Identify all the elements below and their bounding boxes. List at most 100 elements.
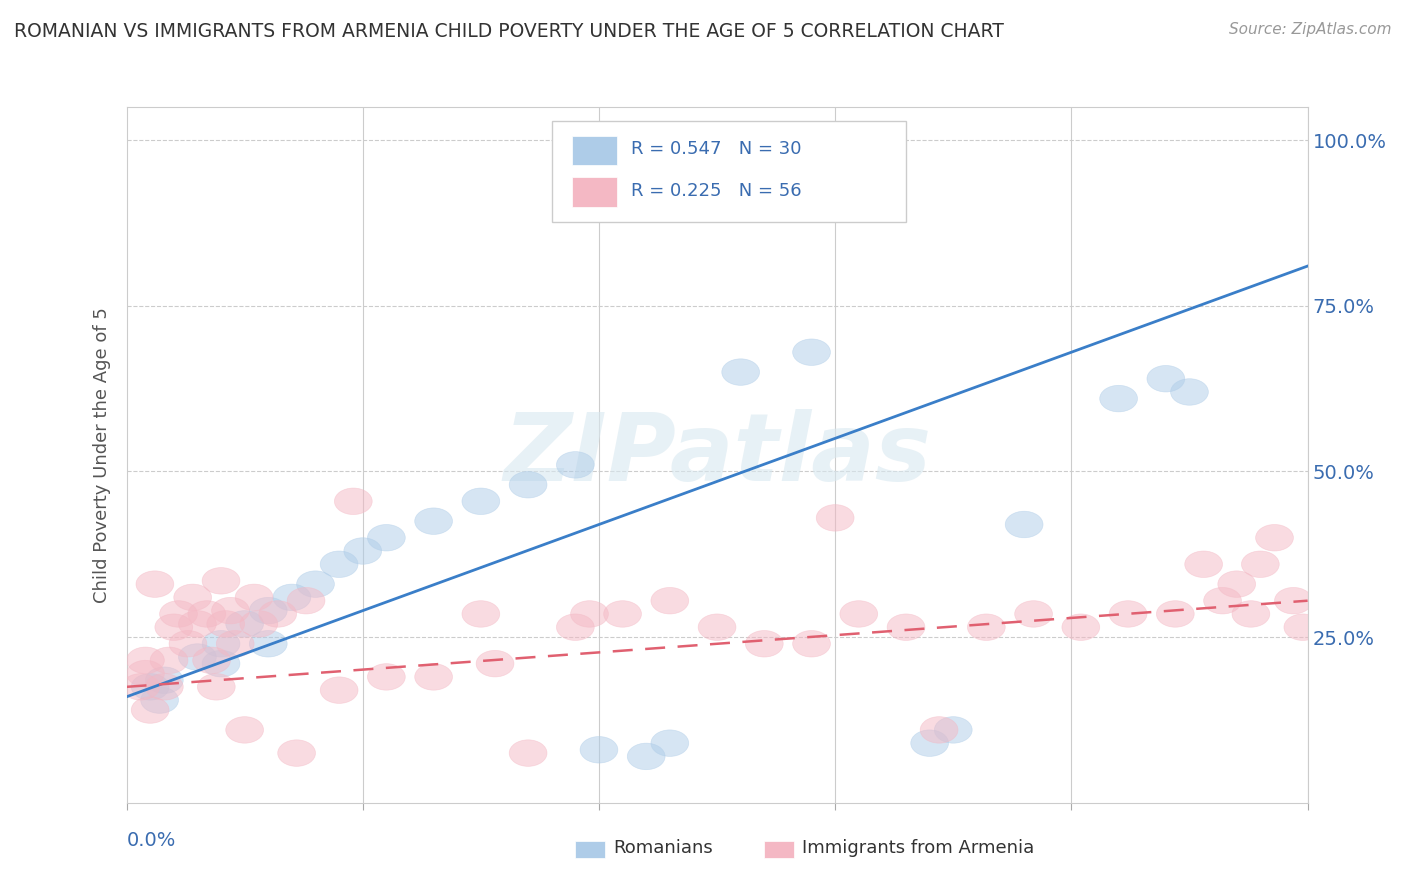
Ellipse shape (1232, 600, 1270, 627)
Ellipse shape (297, 571, 335, 598)
Ellipse shape (122, 673, 160, 700)
Ellipse shape (1109, 600, 1147, 627)
Ellipse shape (321, 551, 359, 577)
Ellipse shape (1005, 511, 1043, 538)
Ellipse shape (477, 650, 515, 677)
Ellipse shape (155, 614, 193, 640)
Ellipse shape (197, 673, 235, 700)
Ellipse shape (278, 739, 315, 766)
Ellipse shape (174, 584, 211, 611)
Ellipse shape (509, 739, 547, 766)
Ellipse shape (745, 631, 783, 657)
Ellipse shape (1218, 571, 1256, 598)
Text: 0.0%: 0.0% (127, 830, 176, 850)
Ellipse shape (367, 664, 405, 690)
Ellipse shape (463, 600, 499, 627)
Ellipse shape (839, 600, 877, 627)
Ellipse shape (557, 614, 595, 640)
Text: R = 0.225   N = 56: R = 0.225 N = 56 (631, 182, 801, 200)
Bar (765, 841, 794, 858)
Ellipse shape (193, 647, 231, 673)
Ellipse shape (935, 716, 972, 743)
Ellipse shape (235, 584, 273, 611)
Ellipse shape (1204, 588, 1241, 614)
Ellipse shape (817, 505, 853, 531)
FancyBboxPatch shape (551, 121, 905, 222)
Ellipse shape (145, 673, 183, 700)
Ellipse shape (127, 660, 165, 687)
Ellipse shape (509, 472, 547, 498)
Ellipse shape (226, 716, 263, 743)
Ellipse shape (571, 600, 609, 627)
Ellipse shape (207, 611, 245, 637)
Ellipse shape (557, 451, 595, 478)
Ellipse shape (1185, 551, 1223, 577)
Ellipse shape (160, 600, 197, 627)
Ellipse shape (217, 631, 254, 657)
Ellipse shape (463, 488, 499, 515)
Text: Source: ZipAtlas.com: Source: ZipAtlas.com (1229, 22, 1392, 37)
Ellipse shape (259, 600, 297, 627)
Ellipse shape (1171, 379, 1208, 405)
Ellipse shape (793, 339, 831, 366)
Ellipse shape (344, 538, 381, 565)
Ellipse shape (367, 524, 405, 551)
Ellipse shape (287, 588, 325, 614)
Ellipse shape (1274, 588, 1312, 614)
Ellipse shape (967, 614, 1005, 640)
Ellipse shape (415, 664, 453, 690)
Ellipse shape (920, 716, 957, 743)
Ellipse shape (169, 631, 207, 657)
Text: ZIPatlas: ZIPatlas (503, 409, 931, 501)
Ellipse shape (188, 600, 226, 627)
Text: ROMANIAN VS IMMIGRANTS FROM ARMENIA CHILD POVERTY UNDER THE AGE OF 5 CORRELATION: ROMANIAN VS IMMIGRANTS FROM ARMENIA CHIL… (14, 22, 1004, 41)
Ellipse shape (1062, 614, 1099, 640)
Ellipse shape (1015, 600, 1053, 627)
Ellipse shape (131, 673, 169, 700)
Ellipse shape (699, 614, 735, 640)
Ellipse shape (1147, 366, 1185, 392)
Ellipse shape (249, 631, 287, 657)
Ellipse shape (911, 730, 949, 756)
Ellipse shape (127, 647, 165, 673)
Text: Immigrants from Armenia: Immigrants from Armenia (801, 839, 1035, 857)
Ellipse shape (249, 598, 287, 624)
Ellipse shape (131, 697, 169, 723)
Ellipse shape (603, 600, 641, 627)
Ellipse shape (721, 359, 759, 385)
Ellipse shape (1284, 614, 1322, 640)
Ellipse shape (887, 614, 925, 640)
Ellipse shape (179, 644, 217, 670)
Ellipse shape (699, 140, 735, 167)
Ellipse shape (141, 687, 179, 714)
Ellipse shape (273, 584, 311, 611)
Ellipse shape (202, 631, 240, 657)
Ellipse shape (145, 667, 183, 693)
Text: Romanians: Romanians (613, 839, 713, 857)
Ellipse shape (240, 611, 278, 637)
Ellipse shape (1256, 524, 1294, 551)
Ellipse shape (226, 611, 263, 637)
Ellipse shape (150, 647, 188, 673)
Bar (575, 841, 605, 858)
Ellipse shape (1099, 385, 1137, 412)
Ellipse shape (335, 488, 373, 515)
Ellipse shape (202, 567, 240, 594)
Bar (572, 178, 617, 207)
Ellipse shape (321, 677, 359, 704)
Ellipse shape (211, 598, 249, 624)
Ellipse shape (1156, 600, 1194, 627)
Ellipse shape (415, 508, 453, 534)
Ellipse shape (651, 730, 689, 756)
Ellipse shape (1241, 551, 1279, 577)
Ellipse shape (581, 737, 617, 763)
Ellipse shape (651, 588, 689, 614)
Text: R = 0.547   N = 30: R = 0.547 N = 30 (631, 140, 801, 159)
Y-axis label: Child Poverty Under the Age of 5: Child Poverty Under the Age of 5 (93, 307, 111, 603)
Ellipse shape (793, 631, 831, 657)
Ellipse shape (136, 571, 174, 598)
Bar (572, 136, 617, 165)
Ellipse shape (202, 650, 240, 677)
Ellipse shape (627, 743, 665, 770)
Ellipse shape (179, 611, 217, 637)
